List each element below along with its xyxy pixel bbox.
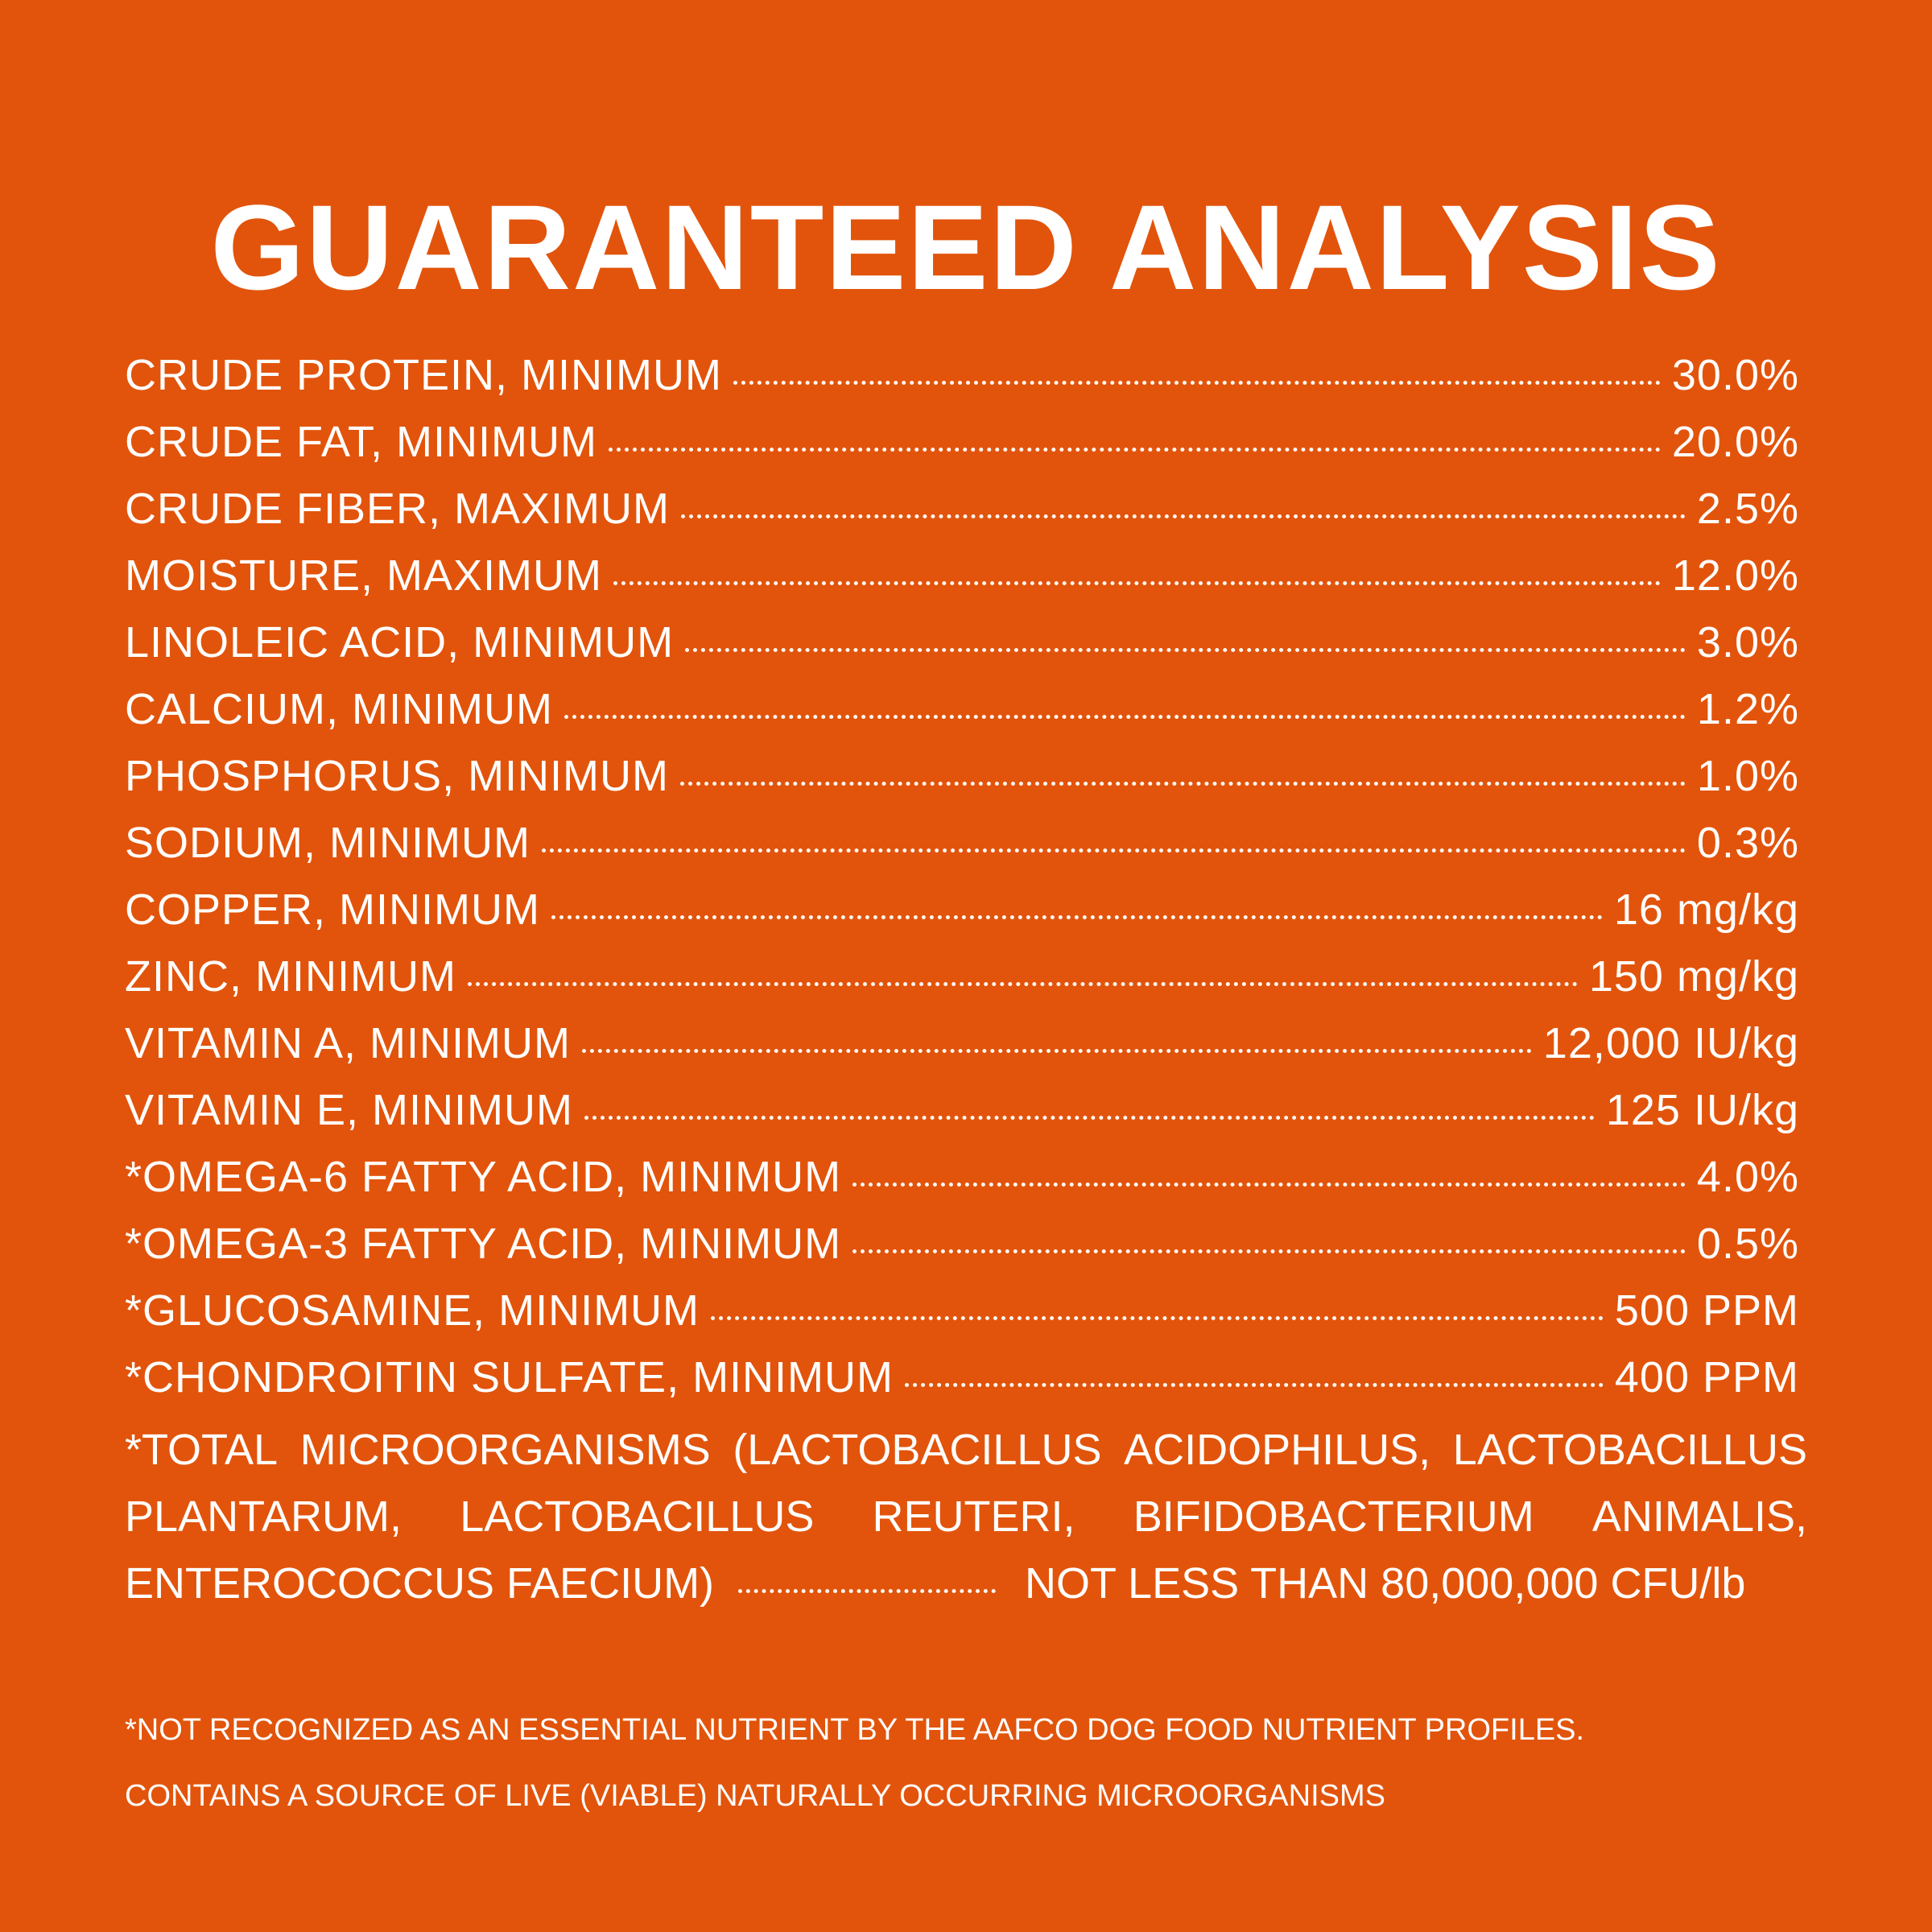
row-label: SODIUM, MINIMUM — [125, 819, 530, 867]
micro-word: LACTOBACILLUS — [1452, 1426, 1807, 1474]
micro-word: REUTERI, — [872, 1492, 1075, 1541]
row-label: CRUDE PROTEIN, MINIMUM — [125, 351, 722, 399]
micro-word: *TOTAL — [125, 1426, 279, 1474]
analysis-row: *OMEGA-3 FATTY ACID, MINIMUM 0.5% — [125, 1211, 1799, 1278]
analysis-row: *GLUCOSAMINE, MINIMUM 500 PPM — [125, 1278, 1799, 1344]
micro-word: ANIMALIS, — [1591, 1492, 1807, 1541]
micro-word: BIFIDOBACTERIUM — [1133, 1492, 1534, 1541]
analysis-row: MOISTURE, MAXIMUM 12.0% — [125, 543, 1799, 609]
dot-leader — [582, 1049, 1532, 1053]
micro-word: LACTOBACILLUS — [460, 1492, 815, 1541]
dot-leader — [608, 448, 1661, 452]
row-value: 2.5% — [1696, 485, 1799, 533]
row-value: 1.2% — [1696, 685, 1799, 733]
row-label: *OMEGA-6 FATTY ACID, MINIMUM — [125, 1153, 842, 1201]
row-value: 150 mg/kg — [1588, 952, 1799, 1001]
analysis-row: VITAMIN E, MINIMUM 125 IU/kg — [125, 1077, 1799, 1144]
microorganisms-line-2: PLANTARUM, LACTOBACILLUS REUTERI, BIFIDO… — [125, 1484, 1807, 1550]
dot-leader — [852, 1249, 1686, 1253]
microorganisms-block: *TOTAL MICROORGANISMS (LACTOBACILLUS ACI… — [125, 1417, 1807, 1617]
analysis-row: *CHONDROITIN SULFATE, MINIMUM 400 PPM — [125, 1344, 1799, 1411]
row-label: PHOSPHORUS, MINIMUM — [125, 752, 670, 800]
row-label: LINOLEIC ACID, MINIMUM — [125, 618, 675, 667]
row-label: *GLUCOSAMINE, MINIMUM — [125, 1286, 700, 1335]
footnote: *NOT RECOGNIZED AS AN ESSENTIAL NUTRIENT… — [125, 1713, 1585, 1747]
analysis-row: ZINC, MINIMUM 150 mg/kg — [125, 943, 1799, 1010]
row-value: 4.0% — [1696, 1153, 1799, 1201]
micro-word: PLANTARUM, — [125, 1492, 402, 1541]
row-value: 0.5% — [1696, 1220, 1799, 1268]
microorganisms-line-3: ENTEROCOCCUS FAECIUM) NOT LESS THAN 80,0… — [125, 1550, 1799, 1617]
dot-leader — [680, 782, 1686, 786]
page-title: GUARANTEED ANALYSIS — [210, 180, 1722, 315]
analysis-row: *OMEGA-6 FATTY ACID, MINIMUM 4.0% — [125, 1144, 1799, 1211]
dot-leader — [738, 1589, 997, 1593]
row-value: 125 IU/kg — [1605, 1086, 1799, 1134]
dot-leader — [711, 1316, 1604, 1320]
row-label: *CHONDROITIN SULFATE, MINIMUM — [125, 1353, 894, 1402]
row-value: 30.0% — [1671, 351, 1799, 399]
row-value: 12,000 IU/kg — [1542, 1019, 1799, 1067]
analysis-row: CRUDE FIBER, MAXIMUM 2.5% — [125, 476, 1799, 543]
row-value: 3.0% — [1696, 618, 1799, 667]
row-value: 1.0% — [1696, 752, 1799, 800]
row-value: 16 mg/kg — [1613, 886, 1799, 934]
row-value: 400 PPM — [1614, 1353, 1799, 1402]
row-label: CRUDE FIBER, MAXIMUM — [125, 485, 671, 533]
analysis-row: CALCIUM, MINIMUM 1.2% — [125, 676, 1799, 743]
row-value: 20.0% — [1671, 418, 1799, 466]
dot-leader — [852, 1183, 1686, 1187]
dot-leader — [467, 982, 1578, 986]
dot-leader — [685, 648, 1686, 652]
footnotes: *NOT RECOGNIZED AS AN ESSENTIAL NUTRIENT… — [125, 1697, 1815, 1829]
microorganisms-line-1: *TOTAL MICROORGANISMS (LACTOBACILLUS ACI… — [125, 1417, 1807, 1484]
analysis-row: PHOSPHORUS, MINIMUM 1.0% — [125, 743, 1799, 810]
analysis-row: COPPER, MINIMUM 16 mg/kg — [125, 877, 1799, 943]
row-label: COPPER, MINIMUM — [125, 886, 541, 934]
analysis-table: CRUDE PROTEIN, MINIMUM 30.0% CRUDE FAT, M… — [125, 342, 1799, 1411]
dot-leader — [681, 514, 1686, 518]
dot-leader — [905, 1383, 1604, 1387]
row-label: CALCIUM, MINIMUM — [125, 685, 553, 733]
dot-leader — [551, 915, 1603, 919]
micro-label: ENTEROCOCCUS FAECIUM) — [125, 1559, 715, 1608]
row-label: VITAMIN A, MINIMUM — [125, 1019, 571, 1067]
micro-value: NOT LESS THAN 80,000,000 CFU/lb — [1025, 1559, 1746, 1608]
row-label: ZINC, MINIMUM — [125, 952, 456, 1001]
analysis-row: LINOLEIC ACID, MINIMUM 3.0% — [125, 609, 1799, 676]
micro-word: ACIDOPHILUS, — [1124, 1426, 1431, 1474]
dot-leader — [541, 848, 1686, 852]
row-value: 500 PPM — [1614, 1286, 1799, 1335]
row-label: *OMEGA-3 FATTY ACID, MINIMUM — [125, 1220, 842, 1268]
dot-leader — [564, 715, 1686, 719]
row-label: MOISTURE, MAXIMUM — [125, 551, 602, 600]
dot-leader — [584, 1116, 1595, 1120]
row-value: 0.3% — [1696, 819, 1799, 867]
analysis-row: VITAMIN A, MINIMUM 12,000 IU/kg — [125, 1010, 1799, 1077]
micro-word: (LACTOBACILLUS — [733, 1426, 1102, 1474]
micro-word: MICROORGANISMS — [299, 1426, 711, 1474]
dot-leader — [733, 381, 1661, 385]
analysis-row: CRUDE PROTEIN, MINIMUM 30.0% — [125, 342, 1799, 409]
analysis-row: CRUDE FAT, MINIMUM 20.0% — [125, 409, 1799, 476]
row-label: VITAMIN E, MINIMUM — [125, 1086, 573, 1134]
dot-leader — [613, 581, 1661, 585]
analysis-row: SODIUM, MINIMUM 0.3% — [125, 810, 1799, 877]
row-value: 12.0% — [1671, 551, 1799, 600]
row-label: CRUDE FAT, MINIMUM — [125, 418, 597, 466]
footnote: CONTAINS A SOURCE OF LIVE (VIABLE) NATUR… — [125, 1779, 1385, 1813]
